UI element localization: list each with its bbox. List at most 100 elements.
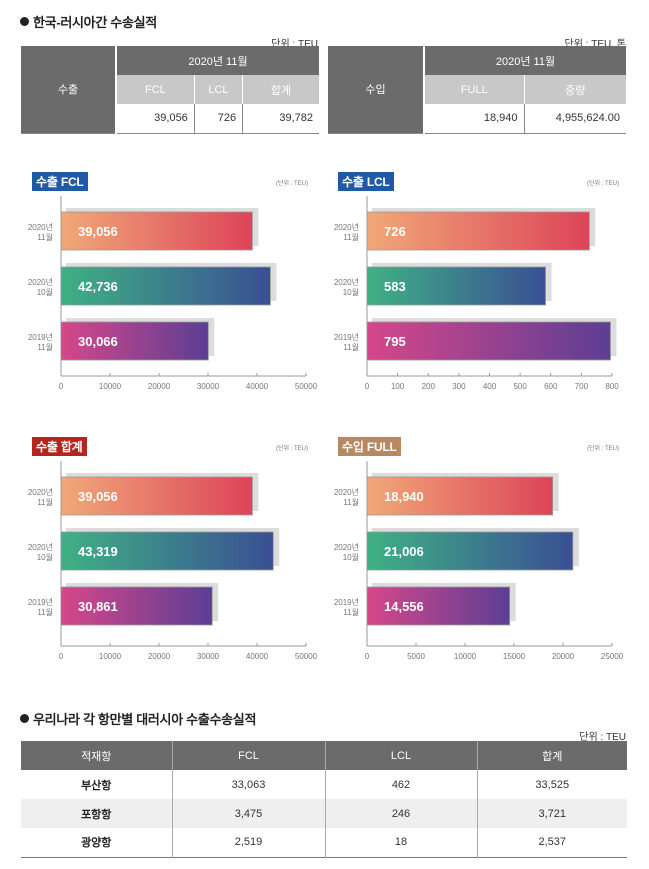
category-label-month: 11월: [343, 232, 359, 242]
fcl-value: 33,063: [172, 770, 326, 799]
category-label-year: 2020년: [28, 222, 53, 232]
total-value: 2,537: [538, 836, 567, 849]
bar: [60, 531, 274, 571]
export-val-lcl: 726: [194, 104, 244, 133]
x-tick-label: 30000: [197, 652, 220, 661]
import-col-full: FULL: [424, 75, 525, 104]
bar: [60, 586, 213, 626]
bar: [366, 211, 590, 251]
table-row: 광양항 2,519 18 2,537: [21, 828, 627, 857]
total-value: 3,721: [477, 799, 627, 828]
category-label-year: 2019년: [334, 597, 359, 607]
port-name: 부산항: [21, 770, 173, 799]
bar: [60, 266, 271, 306]
category-label-year: 2020년: [28, 487, 53, 497]
export-table: 수출 2020년 11월 FCL LCL 합계 39,056 726 39,78…: [21, 46, 319, 134]
bar: [366, 586, 511, 626]
bar-value-label: 39,056: [78, 224, 118, 239]
x-tick-label: 50000: [295, 382, 318, 391]
chart-unit-label: (단위 : TEU): [275, 181, 308, 187]
x-tick-label: 15000: [503, 652, 526, 661]
bar-value-label: 726: [384, 224, 406, 239]
port-name: 광양항: [21, 828, 173, 857]
category-label-month: 11월: [37, 497, 53, 507]
chart-title-badge: 수입 FULL: [338, 437, 401, 456]
import-col-weight: 중량: [524, 75, 626, 104]
x-tick-label: 0: [365, 382, 370, 391]
x-tick-label: 30000: [197, 382, 220, 391]
x-tick-label: 0: [59, 652, 64, 661]
import-period-header: 2020년 11월: [424, 46, 626, 75]
export-col-lcl: LCL: [194, 75, 244, 104]
category-label-month: 10월: [343, 552, 359, 562]
bar: [60, 321, 209, 361]
bar-value-label: 583: [384, 279, 406, 294]
col-header-port: 적재항: [21, 741, 173, 770]
bullet-icon: [20, 714, 29, 723]
port-name: 포항항: [21, 799, 173, 828]
chart-export-lcl: 수출 LCL (단위 : TEU) 0 100 200 300 400 500 600 700 80…: [325, 168, 649, 398]
chart-export-fcl: 수출 FCL (단위 : TEU) 0 10000 20000 30000 40000 500…: [0, 168, 325, 398]
fcl-value: 2,519: [172, 828, 326, 857]
chart-svg: 0 100 200 300 400 500 600 700 8007262020년11월5832…: [334, 196, 619, 391]
x-tick-label: 200: [422, 382, 436, 391]
fcl-value: 3,475: [172, 799, 326, 828]
table-row: 부산항 33,063 462 33,525: [21, 770, 627, 799]
bar: [366, 266, 546, 306]
x-tick-label: 100: [391, 382, 405, 391]
export-period-header: 2020년 11월: [116, 46, 319, 75]
bar-value-label: 795: [384, 334, 406, 349]
bar-value-label: 18,940: [384, 489, 424, 504]
chart-unit-label: (단위 : TEU): [586, 446, 619, 452]
bar-value-label: 39,056: [78, 489, 118, 504]
bullet-icon: [20, 17, 29, 26]
x-tick-label: 50000: [295, 652, 318, 661]
category-label-month: 11월: [37, 232, 53, 242]
x-tick-label: 400: [483, 382, 497, 391]
section-title-text: 우리나라 각 항만별 대러시아 수출수송실적: [33, 712, 257, 727]
category-label-year: 2019년: [28, 597, 53, 607]
x-tick-label: 20000: [148, 382, 171, 391]
section-title-text: 한국-러시아간 수송실적: [33, 15, 157, 30]
section-title-port-export: 우리나라 각 항만별 대러시아 수출수송실적: [20, 709, 256, 728]
x-tick-label: 700: [575, 382, 589, 391]
category-label-year: 2020년: [334, 222, 359, 232]
x-tick-label: 300: [452, 382, 466, 391]
category-label-month: 11월: [343, 497, 359, 507]
export-col-total: 합계: [242, 75, 319, 104]
x-tick-label: 25000: [601, 652, 624, 661]
import-row-header: 수입: [328, 46, 425, 133]
section-title-russia-transport: 한국-러시아간 수송실적: [20, 12, 157, 31]
export-unit-label: 단위 : TEU: [271, 39, 318, 50]
table-row: 포항항 3,475 246 3,721: [21, 799, 627, 828]
chart-unit-label: (단위 : TEU): [586, 181, 619, 187]
x-tick-label: 20000: [148, 652, 171, 661]
category-label-year: 2020년: [334, 277, 359, 287]
chart-import-full: 수입 FULL (단위 : TEU) 0 5000 10000 15000 20000 250…: [325, 433, 649, 668]
x-tick-label: 40000: [246, 652, 269, 661]
chart-export-total: 수출 합계 (단위 : TEU) 0 10000 20000 30000 40000 5000…: [0, 433, 325, 668]
import-unit-label: 단위 : TEU, 톤: [564, 39, 627, 50]
x-tick-label: 20000: [552, 652, 575, 661]
category-label-year: 2020년: [28, 542, 53, 552]
x-tick-label: 0: [59, 382, 64, 391]
chart-svg: 0 5000 10000 15000 20000 2500018,9402020년11월2…: [334, 461, 624, 661]
export-col-fcl: FCL: [116, 75, 195, 104]
category-label-month: 10월: [343, 287, 359, 297]
lcl-value: 246: [325, 799, 478, 828]
category-label-month: 11월: [37, 607, 53, 617]
bar-value-label: 21,006: [384, 544, 424, 559]
category-label-month: 11월: [37, 342, 53, 352]
bar: [366, 321, 611, 361]
lcl-value: 18: [325, 828, 478, 857]
export-val-fcl: 39,056: [116, 104, 195, 133]
category-label-year: 2020년: [334, 487, 359, 497]
category-label-month: 10월: [37, 287, 53, 297]
chart-svg: 0 10000 20000 30000 40000 5000039,0562020년11월…: [28, 196, 318, 391]
total-value: 33,525: [535, 778, 570, 791]
bar: [60, 476, 253, 516]
category-label-month: 11월: [343, 342, 359, 352]
x-tick-label: 5000: [407, 652, 425, 661]
port-table: 적재항 FCL LCL 합계 부산항 33,063 462 33,525 포항항…: [21, 741, 627, 858]
x-tick-label: 0: [365, 652, 370, 661]
